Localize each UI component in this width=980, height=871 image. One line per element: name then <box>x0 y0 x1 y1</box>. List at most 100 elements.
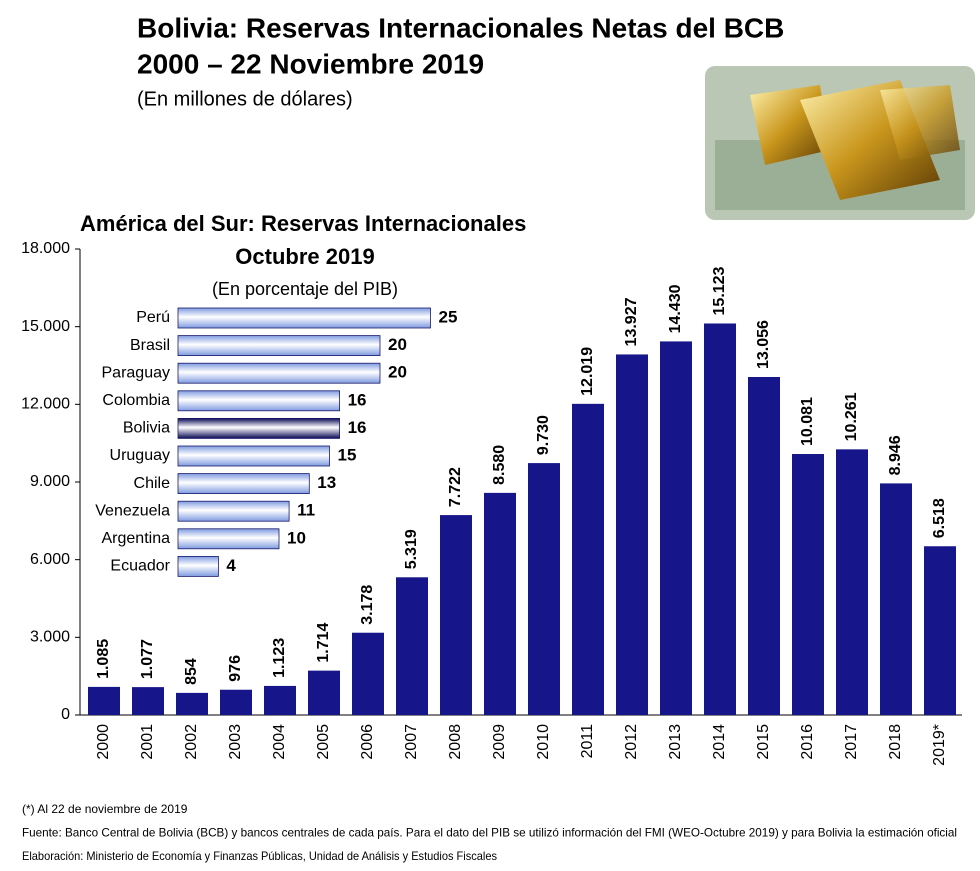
x-tick-label: 2001 <box>139 724 156 760</box>
y-tick-label: 3.000 <box>30 629 70 646</box>
x-tick-label: 2004 <box>271 724 288 760</box>
inset-value-label: 11 <box>297 501 315 520</box>
inset-value-label: 20 <box>388 363 407 382</box>
title: Bolivia: Reservas Internacionales Netas … <box>137 12 784 43</box>
inset-value-label: 16 <box>348 418 367 437</box>
inset-category-label: Brasil <box>130 337 170 354</box>
x-tick-label: 2011 <box>579 724 596 759</box>
value-label: 5.319 <box>403 529 420 569</box>
footnote: Fuente: Banco Central de Bolivia (BCB) y… <box>22 826 957 840</box>
inset-bar <box>177 417 341 439</box>
bar <box>836 449 868 715</box>
bar <box>220 689 252 715</box>
value-label: 13.927 <box>623 297 640 346</box>
value-label: 8.580 <box>491 445 508 485</box>
x-tick-label: 2013 <box>667 724 684 760</box>
decorative-photo <box>705 66 975 220</box>
y-tick-label: 6.000 <box>30 551 70 568</box>
inset-category-label: Ecuador <box>110 558 170 575</box>
inset-value-label: 10 <box>287 528 306 547</box>
inset-value-label: 4 <box>226 556 236 575</box>
inset-bar <box>177 528 280 550</box>
inset-category-label: Paraguay <box>102 364 171 381</box>
inset-bar <box>177 307 431 329</box>
inset-bar <box>177 362 381 384</box>
x-tick-label: 2010 <box>535 724 552 760</box>
x-tick-label: 2014 <box>711 724 728 760</box>
inset-title-line2: Octubre 2019 <box>235 244 374 269</box>
bar <box>132 687 164 715</box>
y-tick-label: 15.000 <box>21 318 70 335</box>
bar <box>880 483 912 715</box>
x-tick-label: 2005 <box>315 724 332 760</box>
bar <box>352 632 384 715</box>
value-label: 13.056 <box>755 320 772 369</box>
value-label: 1.085 <box>95 639 112 679</box>
x-tick-label: 2019* <box>931 724 948 766</box>
subtitle: (En millones de dólares) <box>137 88 353 110</box>
bar <box>704 323 736 715</box>
bar <box>748 376 780 715</box>
value-label: 6.518 <box>931 498 948 538</box>
inset-category-label: Uruguay <box>110 447 170 464</box>
y-tick-label: 9.000 <box>30 473 70 490</box>
value-label: 8.946 <box>887 435 904 475</box>
inset-category-label: Colombia <box>102 392 170 409</box>
inset-value-label: 16 <box>348 390 367 409</box>
bar <box>484 492 516 715</box>
value-label: 976 <box>227 655 244 682</box>
y-tick-label: 18.000 <box>21 240 70 257</box>
value-label: 1.714 <box>315 622 332 662</box>
inset-value-label: 25 <box>439 307 458 326</box>
inset-category-label: Perú <box>136 309 170 326</box>
bar <box>792 454 824 715</box>
title-line2: 2000 – 22 Noviembre 2019 <box>137 48 484 79</box>
value-label: 3.178 <box>359 585 376 625</box>
inset-subtitle: (En porcentaje del PIB) <box>212 279 398 299</box>
inset-bar <box>177 445 330 467</box>
value-label: 1.123 <box>271 638 288 678</box>
inset-value-label: 13 <box>317 473 336 492</box>
value-label: 7.722 <box>447 467 464 507</box>
bar <box>396 577 428 715</box>
inset-bar <box>177 335 381 357</box>
value-label: 10.081 <box>799 397 816 446</box>
value-label: 854 <box>183 658 200 685</box>
y-tick-label: 12.000 <box>21 396 70 413</box>
inset-bar <box>177 473 310 495</box>
value-label: 14.430 <box>667 284 684 333</box>
inset-title: América del Sur: Reservas Internacionale… <box>80 211 526 236</box>
inset-category-label: Venezuela <box>95 502 170 519</box>
y-tick-label: 0 <box>61 706 70 723</box>
inset-bar <box>177 390 341 412</box>
inset-value-label: 20 <box>388 335 407 354</box>
bar <box>308 670 340 715</box>
x-tick-label: 2009 <box>491 724 508 760</box>
bar <box>440 515 472 715</box>
bar <box>264 685 296 715</box>
x-tick-label: 2000 <box>95 724 112 760</box>
bar <box>660 341 692 715</box>
value-label: 10.261 <box>843 392 860 441</box>
footnote: (*) Al 22 de noviembre de 2019 <box>22 802 188 816</box>
x-tick-label: 2018 <box>887 724 904 760</box>
inset-value-label: 15 <box>338 445 357 464</box>
bar <box>528 463 560 715</box>
bar <box>616 354 648 715</box>
bar <box>924 546 956 715</box>
x-tick-label: 2002 <box>183 724 200 760</box>
x-tick-label: 2016 <box>799 724 816 760</box>
x-tick-label: 2006 <box>359 724 376 760</box>
inset-category-label: Bolivia <box>123 420 170 437</box>
value-label: 15.123 <box>711 266 728 315</box>
value-label: 9.730 <box>535 415 552 455</box>
inset-category-label: Chile <box>134 475 171 492</box>
x-tick-label: 2017 <box>843 724 860 760</box>
footnote: Elaboración: Ministerio de Economía y Fi… <box>22 849 497 863</box>
x-tick-label: 2012 <box>623 724 640 760</box>
bar <box>176 692 208 715</box>
inset-bar <box>177 556 219 577</box>
value-label: 1.077 <box>139 639 156 679</box>
bar <box>572 403 604 715</box>
